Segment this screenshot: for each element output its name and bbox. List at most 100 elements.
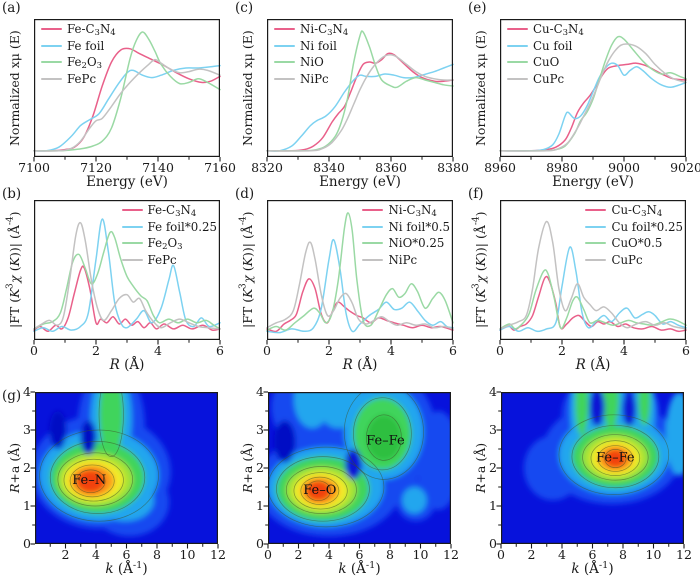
x-tick-label: 8340 [313,160,345,175]
y-tick-label: 4 [489,384,497,399]
y-tick-label: 1 [489,498,497,513]
legend-swatch [41,77,62,80]
legend-item: CuO*0.5 [585,235,683,252]
x-tick-label: 7140 [142,160,174,175]
curve-Fe₂O₃ [33,31,221,152]
legend-swatch [507,77,528,80]
curve-Cu-C₃N₄ [499,275,687,333]
x-axis-label-g1: k (Å-1) [105,560,148,577]
legend-swatch [362,225,384,228]
legend-item: Ni foil*0.5 [362,219,450,236]
legend-b: Fe-C3N4 Fe foil*0.25 Fe2O3 FePc [121,202,217,268]
panel-tag-b: (b) [2,186,22,202]
panel-e: (e) Normalized xμ (E) Cu-C3N4 Cu foil CuO CuP… [466,0,700,190]
legend-label: Fe foil [67,38,105,53]
legend-swatch [585,225,607,228]
legend-label: NiO*0.25 [388,236,445,251]
curve-NiPc [266,54,454,152]
legend-swatch [585,258,607,261]
legend-c: Ni-C3N4 Ni foil NiO NiPc [274,21,348,87]
legend-swatch [274,61,295,64]
x-tick-label: 2 [61,547,70,562]
plot-area-d: Ni-C3N4 Ni foil*0.5 NiO*0.25 NiPc [266,200,454,345]
curve-CuPc [499,220,687,330]
y-axis-label-e: Normalized xμ (E) [473,30,488,146]
legend-item: NiO [274,54,348,71]
curve-NiO*0.25 [266,212,454,331]
x-tick-label: 8960 [484,160,516,175]
legend-item: Fe2O3 [41,54,116,71]
x-tick-label: 6 [122,547,131,562]
legend-swatch [274,28,295,31]
panel-tag-g1: (g) [2,388,22,404]
plot-area-g2: Fe–O Fe–Fe [263,391,452,549]
x-axis-label-d: R (Å) [342,357,378,373]
legend-label: Ni foil*0.5 [388,219,450,234]
legend-item: Cu foil [507,38,584,55]
legend-item: Cu-C3N4 [585,202,683,219]
x-tick-label: 9020 [670,160,700,175]
plot-area-c: Ni-C3N4 Ni foil NiO NiPc [266,19,454,162]
legend-swatch [274,44,295,47]
legend-item: NiO*0.25 [362,235,450,252]
y-axis-label-c: Normalized xμ (E) [240,30,255,146]
y-axis-label-f: |FT (K3χ (K))| (Å-4) [471,211,489,329]
legend-label: CuPc [533,71,565,86]
x-axis-label-b: R (Å) [109,357,145,373]
x-tick-label: 8980 [546,160,578,175]
legend-swatch [121,209,143,212]
y-tick-label: 3 [256,422,264,437]
panel-g-contour-fe-n: (g) R+a (Å) Fe–N 0 1 2 3 4 2 4 6 8 10 12 k (Å-1) [0,384,233,585]
x-tick-label: 4 [92,547,100,562]
curve-Fe₂O₃ [33,230,221,330]
x-tick-label: 6 [682,343,690,358]
x-tick-label: 4 [620,343,628,358]
panel-b: (b) |FT (K3χ (K))| (Å-4) Fe-C3N4 Fe foil*0.… [0,186,233,388]
x-tick-label: 10 [645,547,662,562]
x-tick-label: 6 [588,547,597,562]
legend-label: Fe-C3N4 [147,203,197,220]
x-tick-label: 0 [263,343,271,358]
legend-swatch [507,44,528,47]
y-tick-label: 1 [23,498,31,513]
legend-swatch [274,77,295,80]
y-tick-label: 4 [256,384,264,399]
plot-area-b: Fe-C3N4 Fe foil*0.25 Fe2O3 FePc [33,200,221,345]
legend-label: CuPc [611,252,643,267]
x-tick-label: 8360 [375,160,407,175]
legend-item: CuPc [507,71,584,88]
legend-e: Cu-C3N4 Cu foil CuO CuPc [507,21,584,87]
plot-area-e: Cu-C3N4 Cu foil CuO CuPc [499,19,687,162]
x-tick-label: 6 [355,547,364,562]
curve-CuO*0.5 [499,269,687,330]
legend-item: NiPc [362,252,450,269]
legend-swatch [585,209,607,212]
x-tick-label: 8 [619,547,627,562]
x-tick-label: 0 [496,343,504,358]
legend-swatch [362,209,384,212]
x-tick-label: 7120 [80,160,112,175]
y-tick-label: 4 [23,384,31,399]
legend-item: Ni foil [274,38,348,55]
legend-label: Ni foil [300,38,337,53]
curve-FePc [33,58,221,152]
legend-item: FePc [41,71,116,88]
x-tick-label: 6 [216,343,224,358]
legend-swatch [507,28,528,31]
contour-heatmap [269,393,450,543]
legend-swatch [121,258,143,261]
curve-CuPc [499,43,687,152]
legend-swatch [121,225,143,228]
legend-swatch [121,242,143,245]
legend-label: NiPc [300,71,329,86]
y-tick-label: 1 [256,498,264,513]
contour-annotation: Fe–N [72,473,106,488]
y-tick-label: 3 [23,422,31,437]
y-axis-label-d: |FT (K3χ (K))| (Å-4) [238,211,256,329]
legend-item: Fe-C3N4 [121,202,217,220]
curve-Ni foil*0.5 [266,239,454,334]
legend-item: CuO [507,54,584,71]
legend-label: Cu foil [533,38,573,53]
curve-Fe-C₃N₄ [33,265,221,333]
